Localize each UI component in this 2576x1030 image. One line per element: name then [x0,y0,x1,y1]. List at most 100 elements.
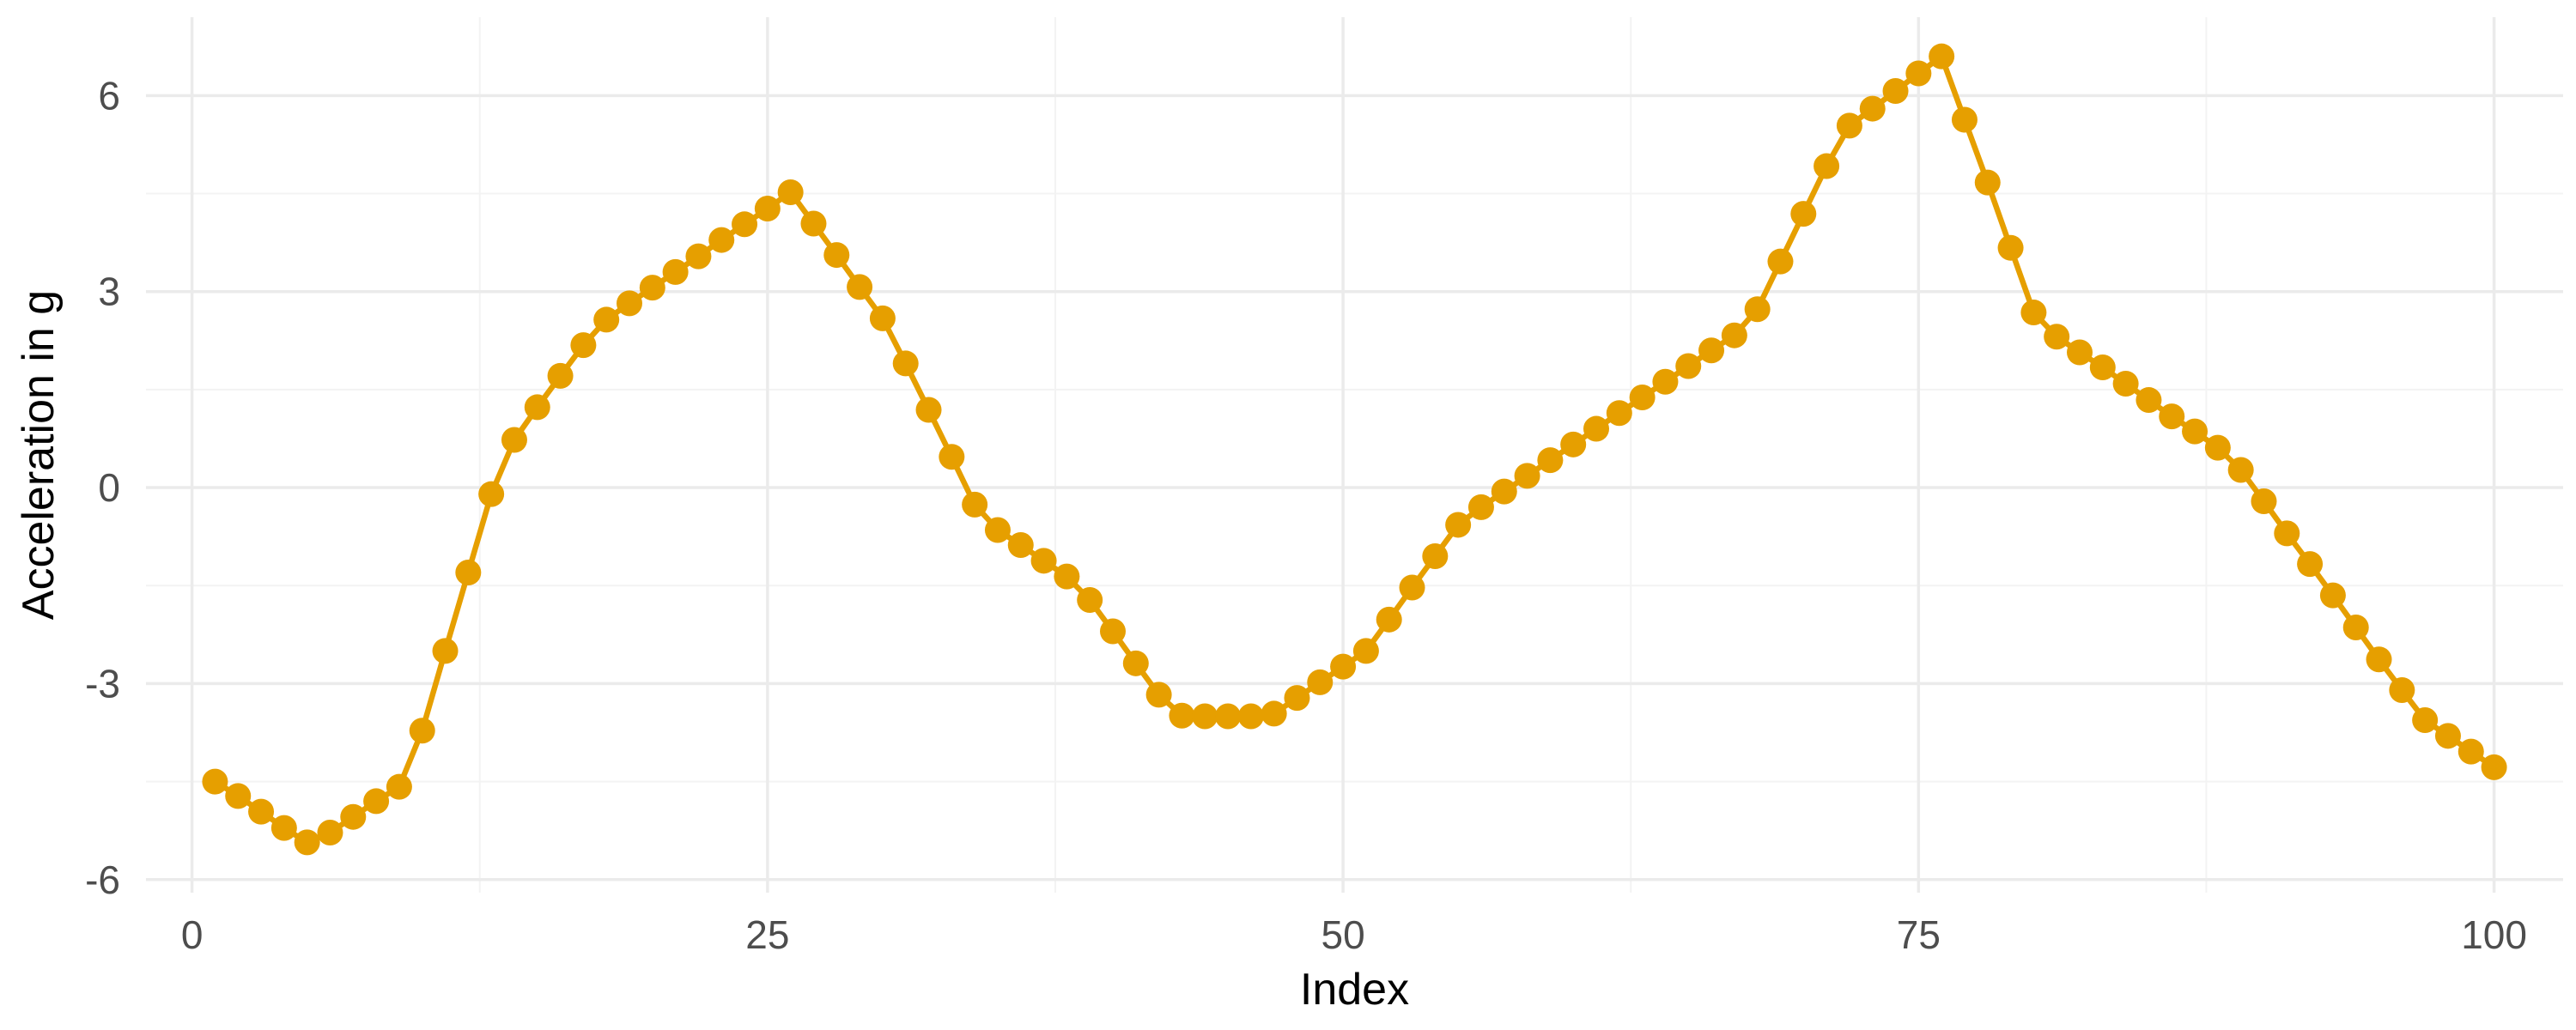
data-point [1744,296,1771,323]
data-point [1767,248,1794,275]
data-point [639,275,665,301]
data-point [1790,201,1817,227]
data-point [847,274,873,300]
data-point [1077,586,1103,613]
data-point [1261,700,1287,727]
data-point [1859,95,1886,122]
data-point [732,211,758,238]
data-point [593,306,620,333]
data-point [294,829,320,856]
data-point [1192,703,1218,730]
data-point [1929,43,1955,70]
data-point [2366,646,2392,673]
data-point [1606,400,1632,427]
data-point [1054,563,1080,590]
data-point [984,517,1011,543]
data-point [1905,60,1932,87]
data-point [2342,614,2369,640]
data-point [2434,723,2461,749]
data-point [1467,494,1494,520]
data-point [662,258,689,285]
data-point [270,815,297,841]
grid-lines [146,17,2563,893]
data-point [1814,153,1840,179]
data-point [2297,551,2324,578]
data-point [2136,387,2162,414]
data-point [501,427,527,453]
data-point [1122,650,1149,676]
data-point [1445,512,1472,538]
data-point [386,773,412,800]
data-point [2067,339,2093,366]
data-point [1215,703,1242,730]
data-point [2044,324,2070,350]
data-point [1307,669,1334,695]
data-point [2227,457,2254,483]
data-point [1007,532,1034,559]
data-point [1951,106,1978,133]
data-point [2251,488,2277,515]
data-point [1030,548,1057,574]
data-point [1237,703,1264,730]
data-point [823,242,850,269]
data-point [939,444,965,470]
x-tick-label: 100 [2461,912,2527,957]
data-point [317,819,343,845]
data-point [2089,354,2116,380]
data-point [1652,368,1679,395]
data-point [2020,300,2047,326]
data-point [892,350,919,377]
data-point [2204,434,2231,461]
data-point [1376,606,1402,633]
data-point [754,196,781,222]
data-point [2412,707,2439,734]
data-point [962,491,988,518]
x-axis-title: Index [1300,965,1409,1015]
data-point [1560,431,1587,457]
y-tick-label: 3 [98,270,120,314]
data-point [2458,738,2484,765]
data-point [800,210,827,237]
data-point [1537,447,1564,474]
data-point [1169,702,1195,729]
data-point [1352,638,1379,664]
data-point [1284,685,1310,712]
data-point [432,638,459,664]
y-axis-title: Acceleration in g [14,290,64,620]
data-point [2389,677,2415,704]
data-point [2112,371,2139,397]
data-point [202,768,228,795]
series-group [202,43,2507,856]
data-point [225,783,252,809]
data-point [524,394,550,421]
data-point [2481,754,2507,780]
data-point [1399,574,1425,601]
data-point [1721,322,1747,348]
y-tick-label: 6 [98,73,120,118]
data-point [455,560,482,586]
y-axis-ticks: -6 -3 0 3 6 [85,73,120,901]
y-tick-label: 0 [98,465,120,510]
series-line [213,53,2496,845]
data-point [2274,520,2300,547]
data-point [1330,653,1357,680]
data-point [478,481,505,507]
data-point [1974,169,2001,196]
data-point [915,397,942,423]
data-point [1675,353,1702,379]
data-point [2182,418,2208,445]
data-point [1629,385,1656,411]
data-point [1997,234,2024,261]
data-point [685,243,712,270]
data-point [777,179,804,205]
data-point [2159,403,2185,430]
data-point [1583,415,1609,442]
data-point [547,362,574,389]
data-point [1836,112,1862,139]
x-axis-ticks: 0 25 50 75 100 [181,912,2527,957]
x-tick-label: 25 [745,912,789,957]
data-point [340,803,367,830]
data-point [1491,478,1517,505]
data-point [409,718,435,744]
